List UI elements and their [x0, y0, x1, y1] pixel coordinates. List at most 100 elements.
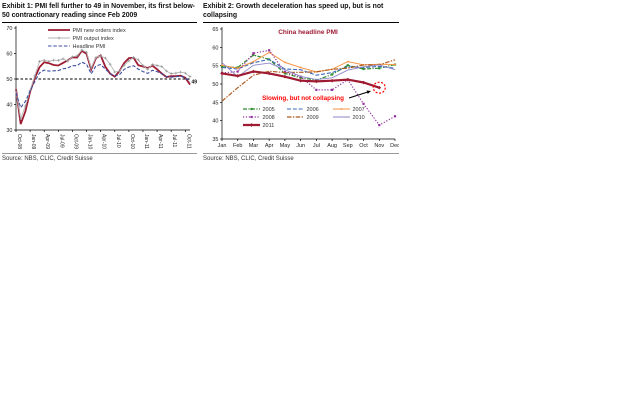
- x-tick-label: Jul-10: [115, 134, 121, 148]
- marker-diamond: [330, 78, 334, 83]
- series-line-headline-pmi: [15, 61, 191, 109]
- marker-square: [284, 61, 286, 64]
- exhibit-1-chart: 30 40 50 60 70 Oct-08 Jan-09 Apr-09 Jul-09 Oct-09…: [6, 26, 198, 150]
- marker-square: [252, 53, 255, 57]
- y-tick-label: 40: [212, 119, 218, 125]
- marker-plus: [14, 90, 18, 93]
- legend-label: Headline PMI: [73, 44, 106, 50]
- marker-plus: [89, 66, 93, 70]
- legend-label: 2007: [353, 107, 365, 113]
- marker-plus: [71, 55, 74, 59]
- marker-plus: [188, 75, 192, 79]
- marker-plus: [108, 62, 112, 66]
- marker-square: [330, 73, 334, 76]
- exhibit-2-chart: 35 40 45 50 55 60 65 Jan Feb Mar Apr May Jun Jul Aug Se…: [212, 27, 399, 149]
- marker-square: [221, 64, 223, 67]
- marker-square: [362, 102, 365, 105]
- x-tick-label: Jun: [296, 143, 305, 149]
- marker-square: [315, 71, 318, 73]
- series-line-pmi-new-orders-index: [15, 49, 191, 125]
- marker-square: [250, 107, 253, 111]
- marker-plus: [155, 64, 159, 67]
- marker-square: [252, 52, 255, 55]
- exhibit-1-title: Exhibit 1: PMI fell further to 49 in Nov…: [2, 2, 197, 23]
- x-tick-label: Oct-11: [185, 134, 191, 149]
- y-tick-label: 70: [6, 26, 12, 32]
- marker-square: [236, 67, 239, 70]
- marker-plus: [99, 54, 103, 58]
- marker-plus: [160, 65, 164, 68]
- marker-diamond: [345, 77, 350, 82]
- series-line-2008: [221, 49, 396, 126]
- x-tick-label: Jan-11: [143, 134, 149, 149]
- series-line-2010: [221, 62, 396, 81]
- marker-square: [346, 64, 349, 67]
- marker-plus: [52, 58, 56, 62]
- marker-square: [268, 51, 270, 54]
- marker-plus: [165, 69, 168, 73]
- end-value-label: 49: [192, 80, 198, 86]
- x-tick-label: Jan: [218, 143, 227, 149]
- marker-square: [378, 123, 381, 127]
- x-tick-label: Jul: [313, 143, 320, 149]
- marker-diamond: [220, 71, 224, 76]
- y-tick-label: 50: [6, 77, 12, 83]
- marker-plus: [61, 57, 65, 61]
- y-tick-label: 60: [6, 52, 12, 58]
- x-tick-label: Apr: [265, 143, 274, 149]
- marker-plus: [24, 104, 27, 108]
- legend-label: 2006: [307, 107, 319, 113]
- x-tick-label: Jul-09: [58, 134, 64, 148]
- y-tick-label: 45: [212, 100, 218, 106]
- x-tick-label: Oct: [359, 143, 368, 149]
- marker-plus: [179, 70, 182, 74]
- marker-plus: [169, 72, 173, 76]
- legend-label: 2005: [263, 107, 275, 113]
- marker-square: [220, 65, 224, 68]
- marker-diamond: [314, 79, 319, 84]
- marker-plus: [38, 60, 41, 63]
- marker-plus: [42, 58, 46, 62]
- marker-plus: [33, 74, 37, 78]
- y-tick-label: 50: [212, 82, 218, 88]
- marker-plus: [103, 56, 107, 60]
- marker-plus: [85, 50, 88, 54]
- legend-label: 2010: [353, 115, 365, 121]
- marker-square: [252, 60, 255, 63]
- marker-plus: [141, 64, 145, 67]
- legend-label: 2009: [307, 115, 319, 121]
- marker-plus: [56, 58, 60, 62]
- y-tick-label: 65: [212, 27, 218, 33]
- marker-square: [283, 72, 287, 75]
- marker-square: [340, 108, 343, 110]
- y-tick-label: 30: [6, 128, 12, 134]
- x-tick-label: Dec: [390, 143, 399, 149]
- x-tick-label: Nov: [374, 143, 384, 149]
- y-tick-label: 35: [212, 137, 218, 143]
- marker-square: [393, 115, 397, 118]
- legend-label: 2008: [263, 115, 275, 121]
- marker-plus: [174, 71, 178, 75]
- x-tick-label: May: [280, 143, 291, 149]
- y-tick-label: 55: [212, 64, 218, 70]
- marker-square: [378, 67, 381, 70]
- marker-plus: [57, 36, 61, 40]
- marker-diamond: [249, 123, 254, 127]
- x-tick-label: Jul-11: [171, 134, 177, 147]
- x-tick-label: Mar: [249, 143, 259, 149]
- axes: [221, 27, 395, 140]
- marker-plus: [66, 59, 70, 63]
- legend-label: 2011: [263, 123, 275, 129]
- marker-square: [315, 88, 318, 91]
- x-tick-label: Oct-10: [129, 134, 135, 149]
- marker-diamond: [377, 85, 382, 90]
- marker-square: [299, 66, 302, 69]
- marker-square: [394, 63, 396, 66]
- marker-plus: [183, 71, 187, 75]
- annotation-arrow: [348, 91, 369, 99]
- marker-diamond: [298, 78, 303, 83]
- marker-diamond: [361, 80, 366, 85]
- marker-square: [236, 70, 239, 73]
- y-tick-label: 60: [212, 45, 218, 51]
